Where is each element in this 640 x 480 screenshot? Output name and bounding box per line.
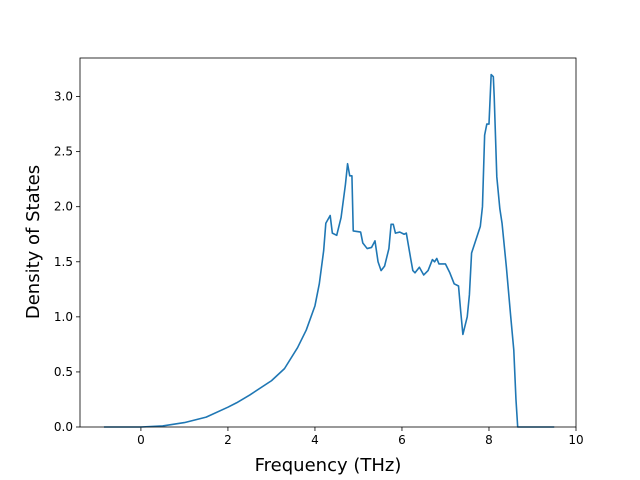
y-tick-label: 2.0 [54,200,73,214]
x-tick-label: 10 [568,433,583,447]
y-tick-label: 1.5 [54,255,73,269]
y-tick-label: 0.5 [54,365,73,379]
x-tick-label: 6 [398,433,406,447]
x-tick-label: 8 [485,433,493,447]
x-tick-label: 0 [137,433,145,447]
x-tick-label: 4 [311,433,319,447]
y-tick-label: 3.0 [54,90,73,104]
y-tick-label: 2.5 [54,145,73,159]
y-axis-label: Density of States [23,165,44,319]
plot-frame [79,57,577,428]
y-tick-label: 1.0 [54,310,73,324]
line [103,73,555,428]
y-tick-label: 0.0 [54,420,73,434]
x-axis-label: Frequency (THz) [255,455,402,476]
x-tick-label: 2 [224,433,232,447]
